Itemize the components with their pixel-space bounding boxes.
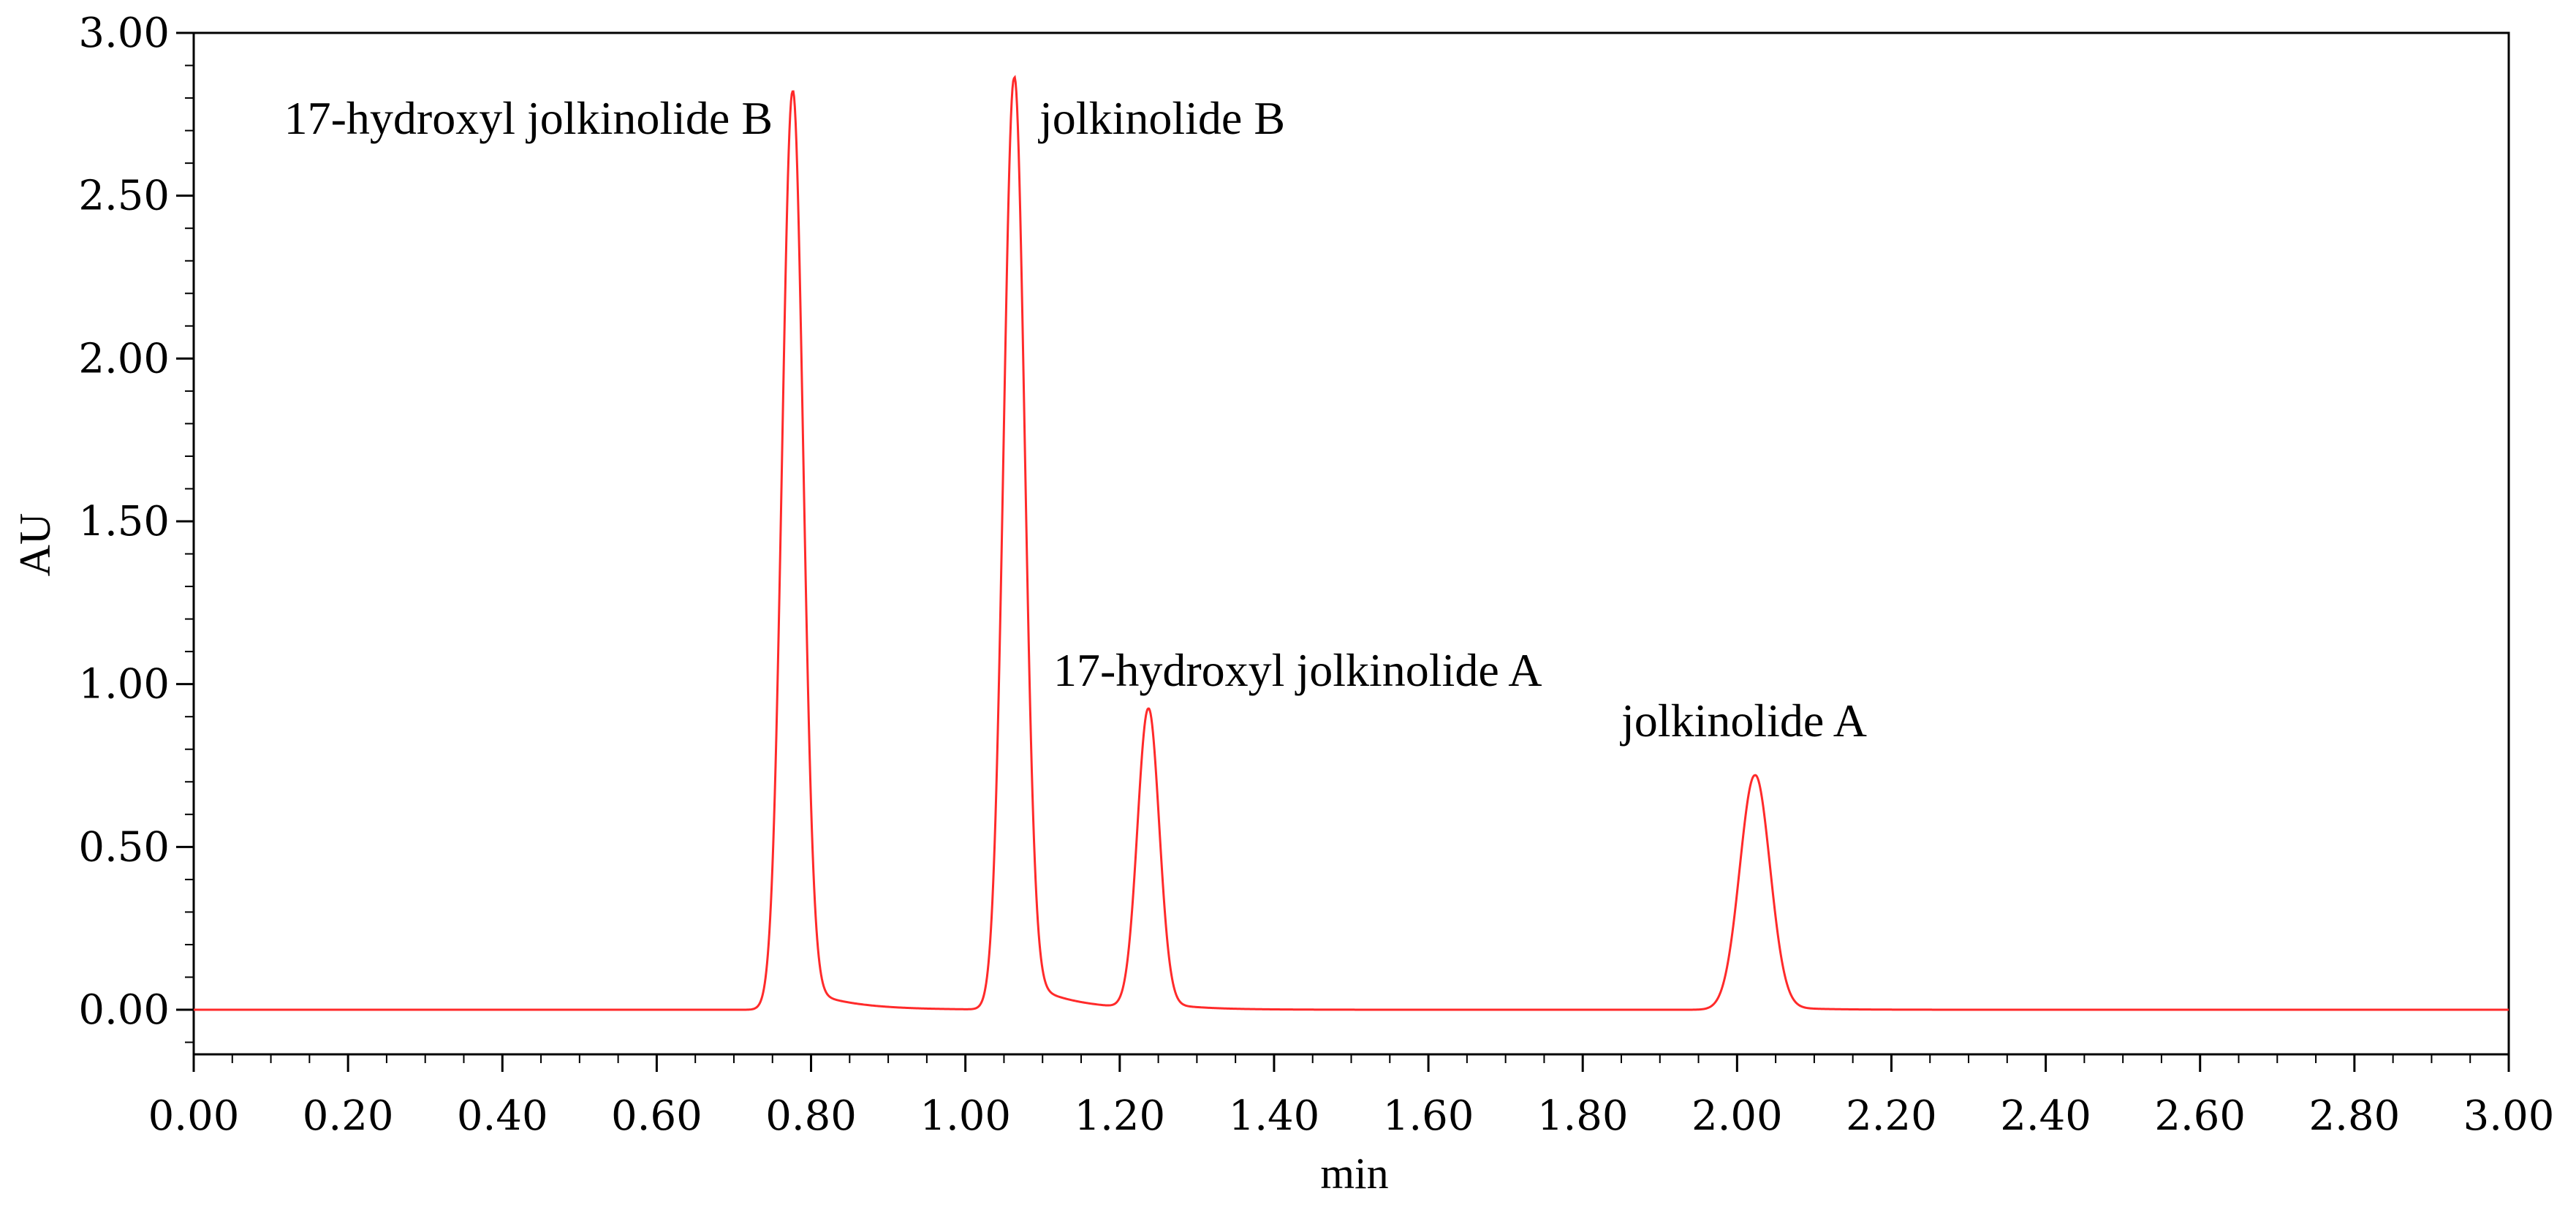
y-tick-label: 1.00 — [78, 661, 170, 708]
y-tick-label: 0.00 — [78, 986, 170, 1034]
x-tick-label: 2.00 — [1692, 1092, 1783, 1140]
x-tick-label: 2.20 — [1846, 1092, 1937, 1140]
x-axis: 0.00 0.20 0.40 0.60 0.80 1.00 1.20 1.40 1.60 1.80… — [148, 1054, 2555, 1140]
plot-frame — [192, 31, 2510, 1056]
x-tick-label: 0.40 — [457, 1092, 548, 1140]
x-tick-label: 2.60 — [2154, 1092, 2246, 1140]
peak-label-17-hydroxyl-jolkinolide-a: 17-hydroxyl jolkinolide A — [1053, 644, 1542, 696]
y-axis: 0.00 0.50 1.00 1.50 2.00 2.50 3.00 — [78, 10, 194, 1034]
x-tick-label: 0.60 — [611, 1092, 702, 1140]
x-tick-label: 2.40 — [2000, 1092, 2091, 1140]
x-axis-title: min — [1320, 1149, 1388, 1198]
x-tick-label: 1.20 — [1074, 1092, 1165, 1140]
peak-label-jolkinolide-b: jolkinolide B — [1038, 92, 1285, 144]
y-tick-label: 1.50 — [78, 498, 170, 545]
x-tick-label: 3.00 — [2463, 1092, 2555, 1140]
x-tick-label: 2.80 — [2309, 1092, 2401, 1140]
x-tick-label: 1.40 — [1229, 1092, 1320, 1140]
peak-label-17-hydroxyl-jolkinolide-b: 17-hydroxyl jolkinolide B — [284, 92, 773, 144]
minor-ticks — [185, 64, 2471, 1063]
peak-label-jolkinolide-a: jolkinolide A — [1620, 695, 1867, 747]
y-tick-label: 0.50 — [78, 823, 170, 871]
y-tick-label: 3.00 — [78, 10, 170, 57]
x-tick-label: 0.80 — [765, 1092, 857, 1140]
x-tick-label: 0.20 — [303, 1092, 394, 1140]
y-axis-title: AU — [11, 513, 59, 577]
chromatogram-trace — [194, 75, 2509, 1011]
x-tick-label: 1.00 — [920, 1092, 1011, 1140]
x-tick-label: 1.80 — [1537, 1092, 1629, 1140]
x-tick-label: 0.00 — [148, 1092, 240, 1140]
x-tick-label: 1.60 — [1383, 1092, 1474, 1140]
y-tick-label: 2.50 — [78, 173, 170, 220]
y-tick-label: 2.00 — [78, 335, 170, 382]
